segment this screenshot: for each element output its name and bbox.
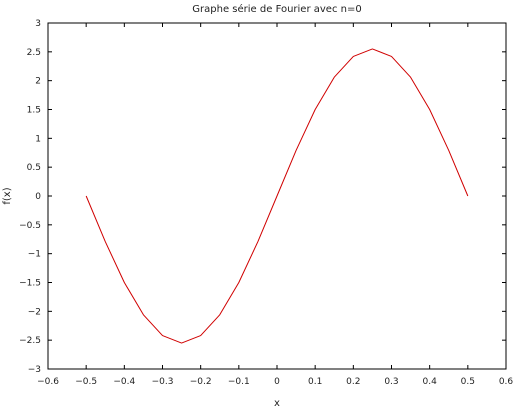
y-axis-ticks: −3 −2.5 −2 −1.5 −1 −0.5 0 0.5 1 1.5 2 2.5 3 [19, 19, 506, 375]
x-axis-ticks: −0.6 −0.5 −0.4 −0.3 −0.2 −0.1 0 0.1 0.2 0.3 0.4 0.5… [37, 23, 513, 387]
x-tick-label: −0.6 [37, 377, 59, 387]
x-tick-label: 0.6 [499, 377, 514, 387]
y-tick-label: 1.5 [27, 106, 41, 116]
x-tick-label: 0.4 [423, 377, 438, 387]
x-tick-label: −0.3 [152, 377, 174, 387]
y-tick-label: 3 [35, 19, 41, 29]
series-line [85, 48, 469, 344]
x-axis-label: x [274, 398, 280, 409]
x-tick-label: −0.2 [190, 377, 212, 387]
x-tick-label: 0.2 [346, 377, 360, 387]
y-tick-label: 0.5 [27, 163, 41, 173]
x-tick-label: 0.3 [384, 377, 398, 387]
x-tick-label: 0.1 [308, 377, 322, 387]
y-tick-label: −2.5 [19, 336, 41, 346]
x-tick-label: −0.1 [228, 377, 250, 387]
y-tick-label: 0 [35, 192, 41, 202]
x-tick-label: 0.5 [461, 377, 475, 387]
y-tick-label: 1 [35, 134, 41, 144]
y-axis-label: f(x) [2, 187, 13, 204]
series-layer [85, 48, 469, 344]
x-tick-label: −0.5 [75, 377, 97, 387]
y-tick-label: 2 [35, 77, 41, 87]
x-tick-label: 0 [274, 377, 280, 387]
y-tick-label: −1.5 [19, 279, 41, 289]
y-tick-label: −2 [28, 307, 41, 317]
x-tick-label: −0.4 [113, 377, 135, 387]
y-tick-label: −0.5 [19, 221, 41, 231]
y-tick-label: −3 [28, 365, 41, 375]
y-tick-label: −1 [28, 250, 41, 260]
chart-title: Graphe série de Fourier avec n=0 [192, 3, 361, 15]
y-tick-label: 2.5 [27, 48, 41, 58]
